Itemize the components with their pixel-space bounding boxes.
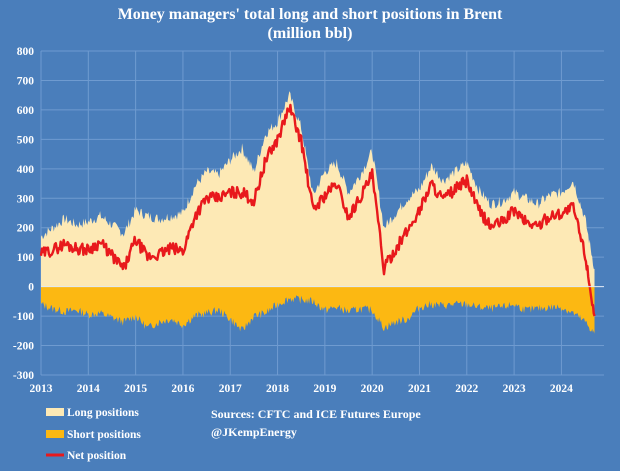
y-axis-ticks: 800 700 600 500 400 300 200 100 0 -100 -200 -300: [13, 46, 34, 382]
x-tick-label: 2016: [171, 383, 194, 395]
x-tick-label: 2022: [455, 383, 478, 395]
x-tick-label: 2023: [503, 383, 526, 395]
y-tick-label: -300: [13, 370, 34, 382]
legend-label-short: Short positions: [67, 429, 141, 441]
author-annotation: @JKempEnergy: [211, 425, 297, 439]
series-long-area: [41, 91, 595, 287]
x-tick-label: 2018: [266, 383, 289, 395]
x-tick-label: 2017: [219, 383, 242, 395]
legend-swatch-long: [46, 408, 64, 416]
y-tick-label: 200: [17, 223, 35, 235]
source-annotation: Sources: CFTC and ICE Futures Europe: [211, 407, 421, 421]
plot-areas: [41, 91, 595, 334]
y-tick-label: 0: [28, 282, 34, 294]
x-tick-label: 2021: [408, 383, 431, 395]
y-tick-label: -100: [13, 311, 34, 323]
y-tick-label: 700: [17, 75, 35, 87]
x-axis-ticks: 2013 2014 2015 2016 2017 2018 2019 2020 2021 2022…: [30, 383, 574, 395]
x-tick-label: 2013: [30, 383, 53, 395]
y-tick-label: 300: [17, 193, 35, 205]
y-tick-label: -200: [13, 341, 34, 353]
legend-swatch-short: [46, 430, 64, 438]
y-tick-label: 100: [17, 252, 35, 264]
series-short-area: [41, 286, 595, 334]
y-tick-label: 400: [17, 164, 35, 176]
y-tick-label: 500: [17, 134, 35, 146]
x-tick-label: 2019: [313, 383, 336, 395]
legend-label-long: Long positions: [67, 407, 139, 419]
y-tick-label: 600: [17, 105, 35, 117]
legend-label-net: Net position: [67, 450, 127, 462]
chart-subtitle: (million bbl): [268, 25, 353, 42]
x-tick-label: 2020: [361, 383, 384, 395]
chart-title: Money managers' total long and short pos…: [118, 6, 503, 23]
plot-lines: [39, 103, 596, 317]
legend: Long positions Short positions Net posit…: [46, 407, 141, 462]
x-tick-label: 2024: [550, 383, 573, 395]
x-tick-label: 2015: [124, 383, 147, 395]
y-tick-label: 800: [17, 46, 35, 58]
x-tick-label: 2014: [77, 383, 100, 395]
series-net-line: [39, 103, 596, 317]
